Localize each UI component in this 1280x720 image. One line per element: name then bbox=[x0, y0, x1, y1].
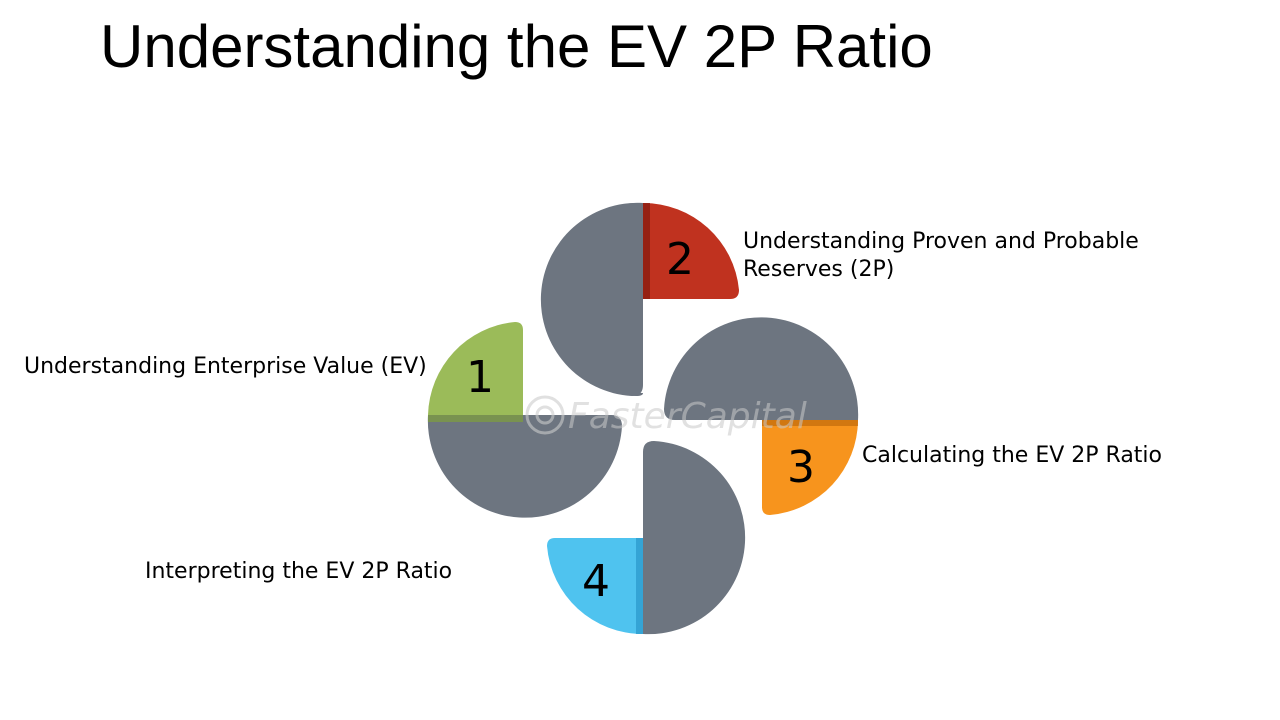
step-1-quarter bbox=[428, 322, 523, 415]
step-4-number: 4 bbox=[582, 556, 610, 607]
watermark-text: FasterCapital bbox=[568, 396, 807, 437]
step-1-shadow bbox=[428, 415, 523, 422]
petal-right bbox=[664, 317, 859, 420]
step-2-number: 2 bbox=[666, 234, 694, 285]
petal-bottom bbox=[643, 441, 746, 635]
step-4-quarter bbox=[547, 538, 643, 635]
step-1-label: Understanding Enterprise Value (EV) bbox=[24, 354, 427, 379]
step-1-number: 1 bbox=[466, 352, 494, 403]
step-3-label: Calculating the EV 2P Ratio bbox=[862, 443, 1163, 468]
step-2-shadow bbox=[643, 203, 650, 299]
page-title: Understanding the EV 2P Ratio bbox=[100, 13, 933, 80]
step-2-label: Understanding Proven and Probable Reserv… bbox=[743, 228, 1139, 284]
step-4-shadow bbox=[636, 538, 643, 634]
step-2-label-line-1: Understanding Proven and Probable bbox=[743, 229, 1139, 254]
step-3-quarter bbox=[762, 420, 858, 515]
watermark-gear-icon bbox=[525, 395, 565, 435]
petal-left bbox=[427, 415, 622, 518]
step-3-shadow bbox=[762, 420, 858, 426]
step-2-label-line-2: Reserves (2P) bbox=[743, 257, 895, 282]
petal-top-body bbox=[540, 202, 643, 396]
step-3-number: 3 bbox=[787, 442, 815, 493]
step-4-label: Interpreting the EV 2P Ratio bbox=[145, 559, 453, 584]
step-2-quarter bbox=[643, 202, 739, 299]
